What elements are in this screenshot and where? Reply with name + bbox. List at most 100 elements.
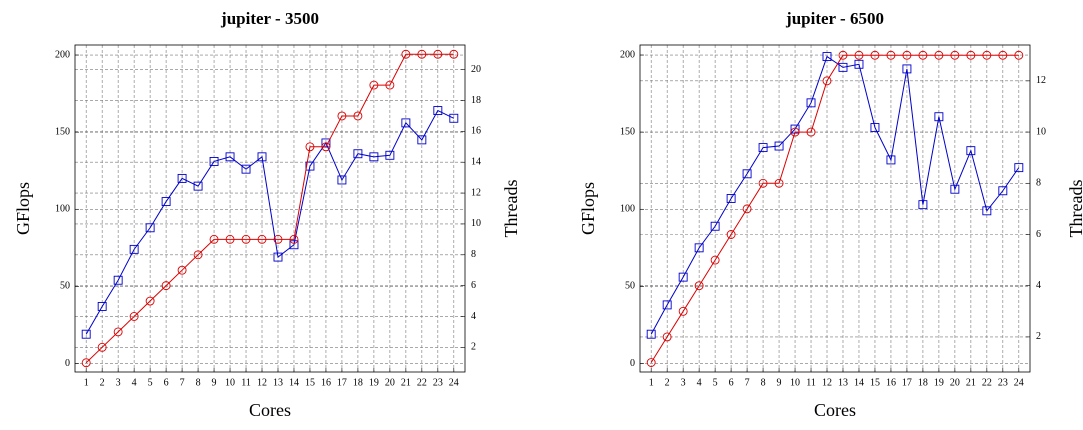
- x-tick-label: 15: [870, 377, 880, 388]
- plot-frame: [639, 44, 1031, 373]
- series-line: [650, 55, 1020, 335]
- x-tick-label: 22: [982, 377, 992, 388]
- marker: [321, 142, 331, 152]
- y-axis-label: GFlops: [13, 182, 33, 235]
- marker: [982, 206, 992, 216]
- x-tick-label: 18: [353, 377, 363, 388]
- y2-tick-label: 8: [471, 249, 476, 260]
- x-tick-label: 14: [289, 377, 299, 388]
- marker: [257, 234, 267, 244]
- marker: [177, 173, 187, 183]
- marker: [886, 155, 896, 165]
- marker: [353, 149, 363, 159]
- marker: [774, 141, 784, 151]
- marker: [774, 178, 784, 188]
- marker: [998, 186, 1008, 196]
- x-tick-label: 20: [385, 377, 395, 388]
- y2-tick-label: 2: [471, 342, 476, 353]
- x-tick-label: 5: [148, 377, 153, 388]
- marker: [113, 327, 123, 337]
- marker: [838, 50, 848, 60]
- marker: [854, 59, 864, 69]
- marker: [726, 194, 736, 203]
- x-tick-label: 19: [934, 377, 944, 388]
- marker: [678, 306, 688, 316]
- marker: [209, 234, 219, 244]
- x-tick-label: 1: [649, 377, 654, 388]
- y2-tick-label: 10: [471, 218, 481, 229]
- marker: [646, 329, 656, 339]
- marker: [161, 197, 171, 207]
- plot-frame: [74, 44, 466, 373]
- marker: [145, 296, 155, 306]
- y2-tick-label: 4: [1036, 280, 1041, 291]
- x-tick-label: 23: [998, 377, 1008, 388]
- y2-tick-label: 6: [1036, 229, 1041, 240]
- marker: [710, 255, 720, 265]
- marker: [662, 332, 672, 342]
- x-tick-label: 6: [164, 377, 169, 388]
- marker: [225, 234, 235, 244]
- marker: [193, 181, 203, 191]
- y-tick-label: 100: [55, 204, 70, 215]
- x-tick-label: 7: [745, 377, 750, 388]
- marker: [966, 50, 976, 60]
- marker: [81, 329, 91, 339]
- x-tick-label: 9: [777, 377, 782, 388]
- x-tick-label: 14: [854, 377, 864, 388]
- marker: [726, 230, 736, 239]
- marker: [417, 49, 427, 59]
- y2-tick-label: 6: [471, 280, 476, 291]
- marker: [113, 275, 123, 285]
- x-tick-label: 10: [790, 377, 800, 388]
- x-tick-label: 10: [225, 377, 235, 388]
- x-tick-label: 11: [241, 377, 251, 388]
- x-tick-label: 15: [305, 377, 315, 388]
- x-tick-label: 3: [116, 377, 121, 388]
- x-tick-label: 2: [665, 377, 670, 388]
- x-tick-label: 22: [417, 377, 427, 388]
- y2-tick-label: 2: [1036, 331, 1041, 342]
- y2-tick-label: 14: [471, 157, 481, 168]
- x-axis-label: Cores: [249, 400, 291, 420]
- marker: [193, 250, 203, 260]
- marker: [161, 281, 171, 291]
- x-tick-label: 23: [433, 377, 443, 388]
- marker: [385, 150, 395, 160]
- y2-tick-label: 20: [471, 64, 481, 75]
- marker: [710, 221, 720, 231]
- x-tick-label: 20: [950, 377, 960, 388]
- marker: [305, 142, 315, 152]
- marker: [886, 50, 896, 60]
- x-tick-label: 2: [100, 377, 105, 388]
- marker: [838, 62, 848, 72]
- marker: [902, 50, 912, 60]
- x-tick-label: 16: [321, 377, 331, 388]
- x-tick-label: 1: [84, 377, 89, 388]
- marker: [1014, 163, 1024, 173]
- marker: [742, 169, 752, 179]
- marker: [401, 49, 411, 59]
- marker: [742, 204, 752, 214]
- marker: [369, 80, 379, 90]
- x-tick-label: 13: [273, 377, 283, 388]
- marker: [822, 76, 832, 86]
- x-tick-label: 24: [449, 377, 459, 388]
- y2-axis-label: Threads: [1066, 180, 1083, 238]
- y2-tick-label: 10: [1036, 126, 1046, 137]
- x-tick-label: 5: [713, 377, 718, 388]
- x-axis-label: Cores: [814, 400, 856, 420]
- marker: [129, 244, 139, 254]
- y-tick-label: 200: [620, 49, 635, 60]
- marker: [1014, 50, 1024, 60]
- x-tick-label: 17: [902, 377, 912, 388]
- marker: [449, 49, 459, 59]
- marker: [305, 161, 315, 171]
- marker: [273, 252, 283, 262]
- marker: [790, 127, 800, 137]
- marker: [982, 50, 992, 60]
- marker: [918, 50, 928, 60]
- x-tick-label: 4: [132, 377, 137, 388]
- marker: [289, 240, 299, 250]
